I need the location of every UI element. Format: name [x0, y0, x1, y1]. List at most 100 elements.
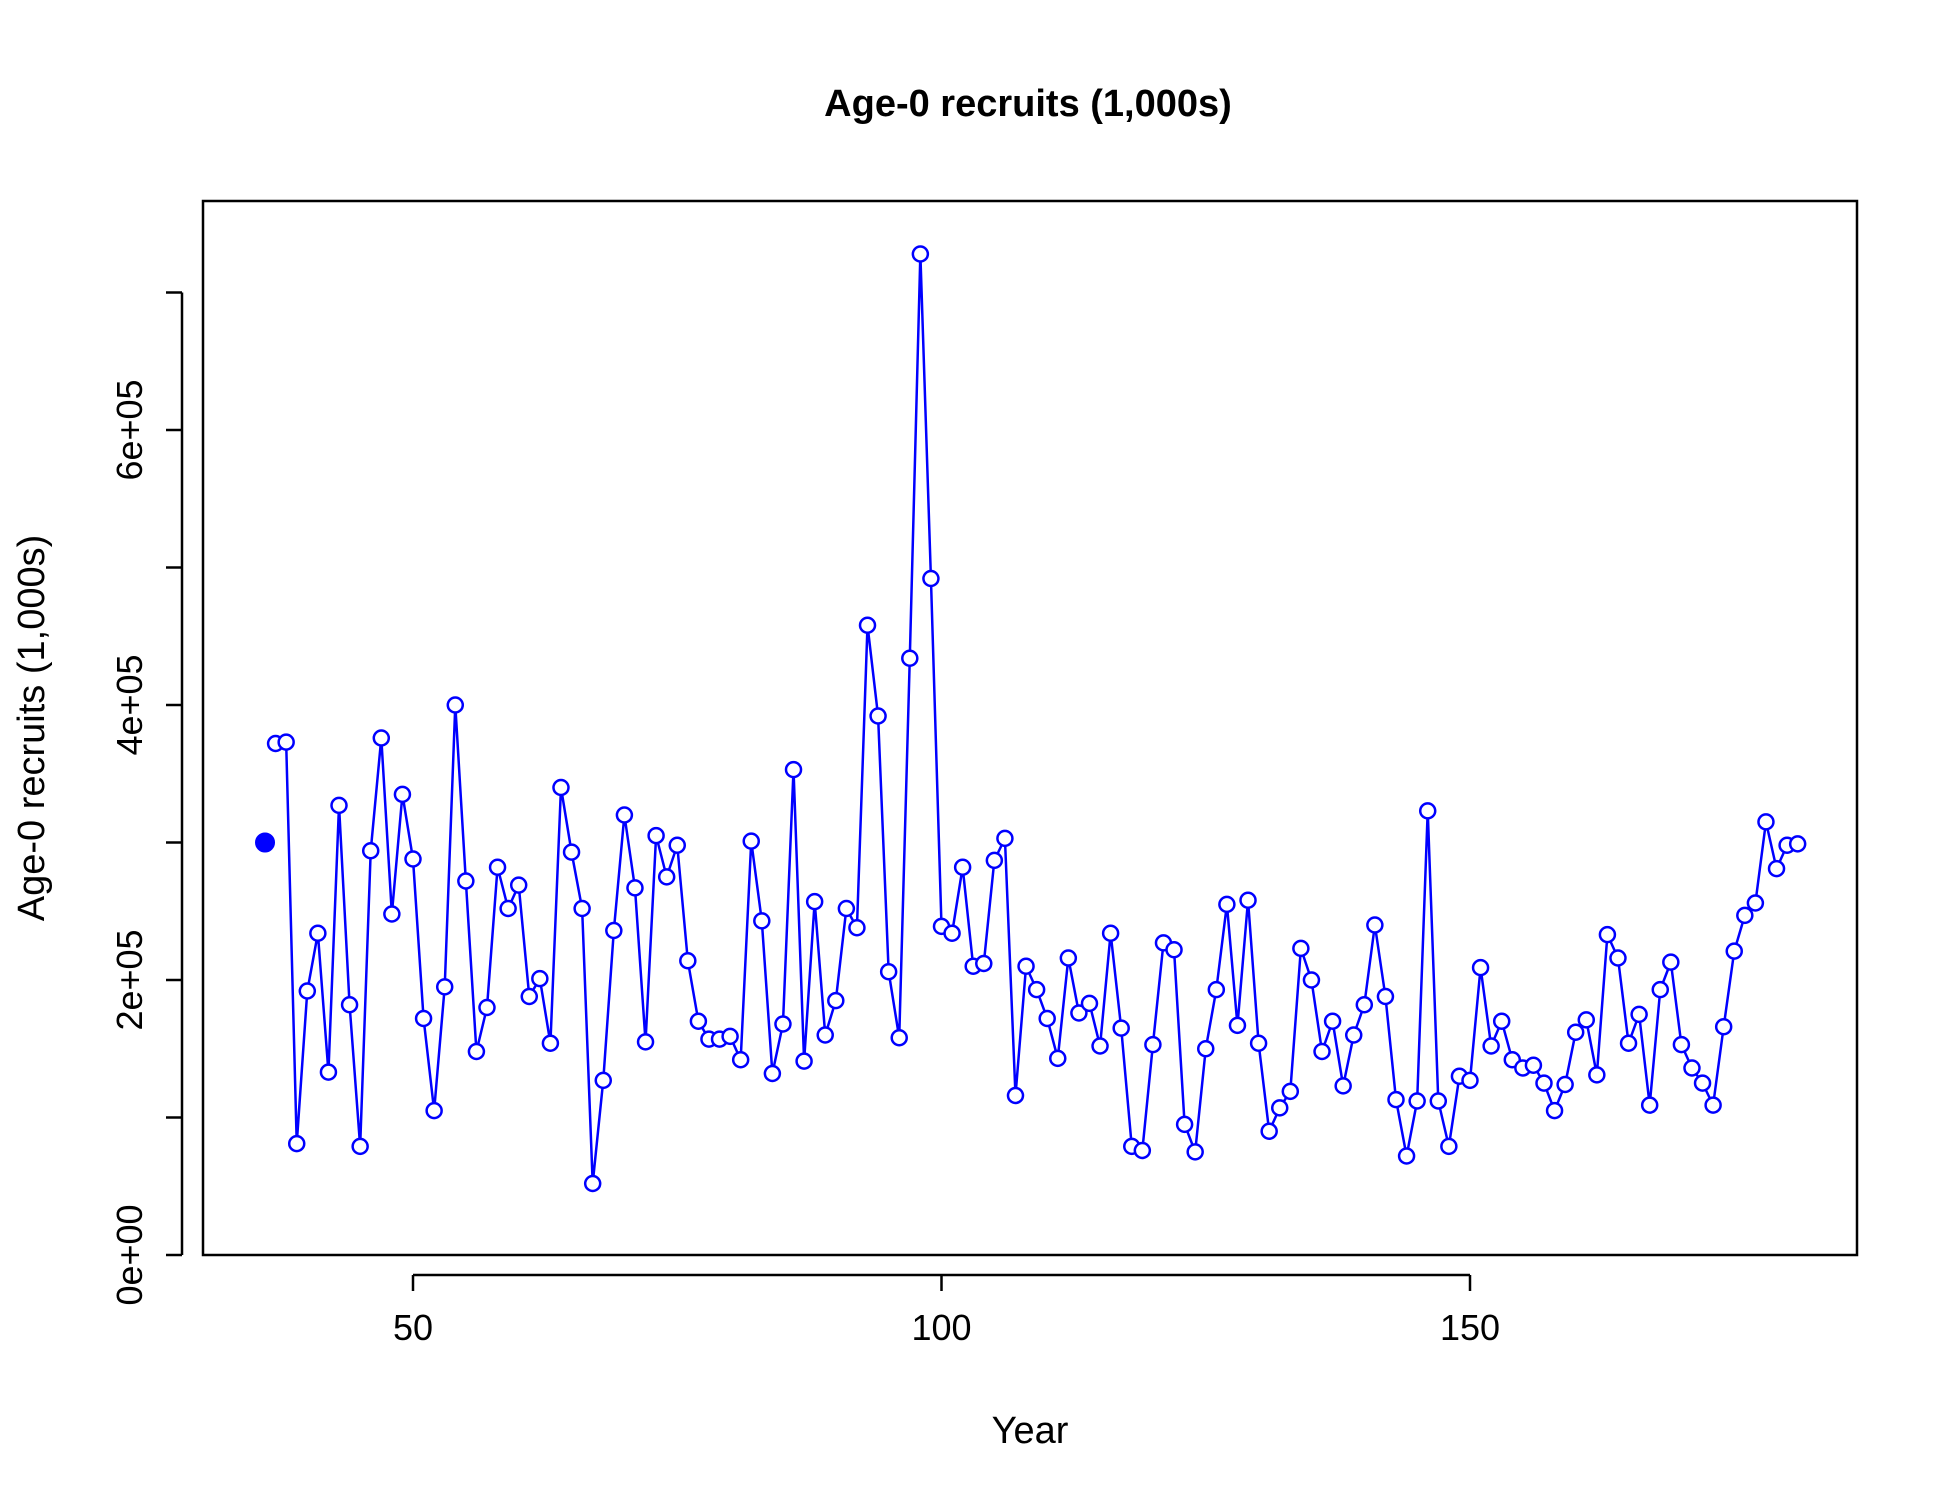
data-point [1376, 987, 1395, 1006]
data-point [1006, 1086, 1025, 1105]
data-point [985, 851, 1004, 870]
data-point [1366, 916, 1384, 934]
data-point [953, 858, 972, 876]
data-point [404, 850, 422, 868]
data-point [996, 829, 1014, 848]
data-point [309, 924, 327, 942]
y-tick-label: 0e+00 [109, 1204, 150, 1305]
data-point [1704, 1096, 1722, 1114]
data-point [784, 760, 803, 779]
data-point [1588, 1066, 1606, 1084]
data-point [837, 899, 856, 918]
data-point [869, 707, 887, 725]
data-point [499, 899, 517, 918]
data-point [1027, 980, 1046, 999]
data-point [1767, 859, 1786, 878]
data-point [330, 796, 348, 815]
data-point [679, 952, 697, 970]
data-point [827, 991, 845, 1010]
data-point [1630, 1005, 1648, 1024]
data-point [1186, 1143, 1204, 1161]
data-point [1260, 1122, 1278, 1140]
data-point [1197, 1040, 1215, 1058]
data-point [1524, 1056, 1543, 1074]
data-point [1683, 1059, 1701, 1077]
data-point [975, 954, 993, 973]
data-point [1017, 957, 1035, 975]
series-group [255, 245, 1807, 1193]
data-point [1207, 980, 1226, 999]
data-point [541, 1034, 560, 1052]
data-point [753, 912, 771, 930]
data-point [1302, 971, 1321, 989]
data-point [446, 696, 465, 714]
series-line [275, 253, 1798, 1184]
data-point [467, 1042, 486, 1061]
data-point [1440, 1137, 1458, 1156]
data-point [1323, 1012, 1342, 1030]
data-point [583, 1174, 602, 1193]
data-point [1672, 1035, 1691, 1054]
data-point [1397, 1147, 1416, 1165]
data-point [520, 987, 539, 1006]
data-point [509, 876, 528, 894]
data-point [1355, 996, 1374, 1014]
data-point [1736, 906, 1754, 925]
data-point [647, 826, 665, 845]
data-point [1239, 891, 1257, 909]
data-point [1313, 1042, 1331, 1061]
data-point [1461, 1071, 1479, 1090]
data-point [1757, 813, 1775, 831]
y-axis: 0e+00 2e+05 4e+05 6e+05 [109, 291, 184, 1306]
data-point [1788, 835, 1807, 853]
data-point [795, 1052, 813, 1070]
data-point [1408, 1092, 1426, 1110]
data-point [552, 778, 570, 797]
data-point [1598, 925, 1617, 944]
data-point [1112, 1019, 1130, 1037]
data-point [1101, 924, 1120, 942]
data-point [1281, 1082, 1300, 1101]
data-point [1725, 942, 1743, 960]
data-point [731, 1051, 750, 1069]
data-point [1640, 1096, 1659, 1114]
data-point [805, 892, 824, 911]
data-point [615, 806, 634, 824]
data-point [478, 998, 496, 1017]
first-data-point [255, 832, 276, 853]
data-point [573, 899, 591, 918]
y-axis-label: Age-0 recruits (1,000s) [11, 535, 53, 922]
x-tick-label: 50 [393, 1307, 433, 1348]
data-point [1535, 1074, 1553, 1092]
data-point [1693, 1074, 1712, 1092]
data-point [414, 1009, 433, 1028]
data-point [668, 836, 686, 854]
data-point [372, 729, 391, 747]
data-point [1133, 1141, 1152, 1160]
data-point [1619, 1034, 1638, 1052]
data-point [901, 649, 919, 667]
data-point [1651, 980, 1670, 999]
data-point [531, 969, 549, 988]
data-point [287, 1134, 306, 1153]
data-point [1249, 1034, 1268, 1052]
data-point [1228, 1016, 1247, 1035]
data-point [351, 1137, 369, 1156]
data-point [1038, 1009, 1056, 1028]
data-point [488, 858, 507, 876]
data-point [594, 1071, 613, 1090]
data-point [1070, 1004, 1088, 1022]
data-point [816, 1026, 834, 1044]
data-point [763, 1064, 782, 1083]
data-point [858, 616, 877, 634]
data-point [1556, 1075, 1574, 1094]
data-point [636, 1033, 655, 1051]
x-axis-label: Year [992, 1410, 1069, 1452]
data-point [943, 924, 961, 942]
plot-area-frame [201, 199, 1859, 1257]
data-point [1175, 1115, 1194, 1134]
data-point [1080, 994, 1099, 1013]
data-point [1218, 895, 1236, 914]
data-point [1344, 1026, 1363, 1044]
data-point [340, 996, 359, 1014]
